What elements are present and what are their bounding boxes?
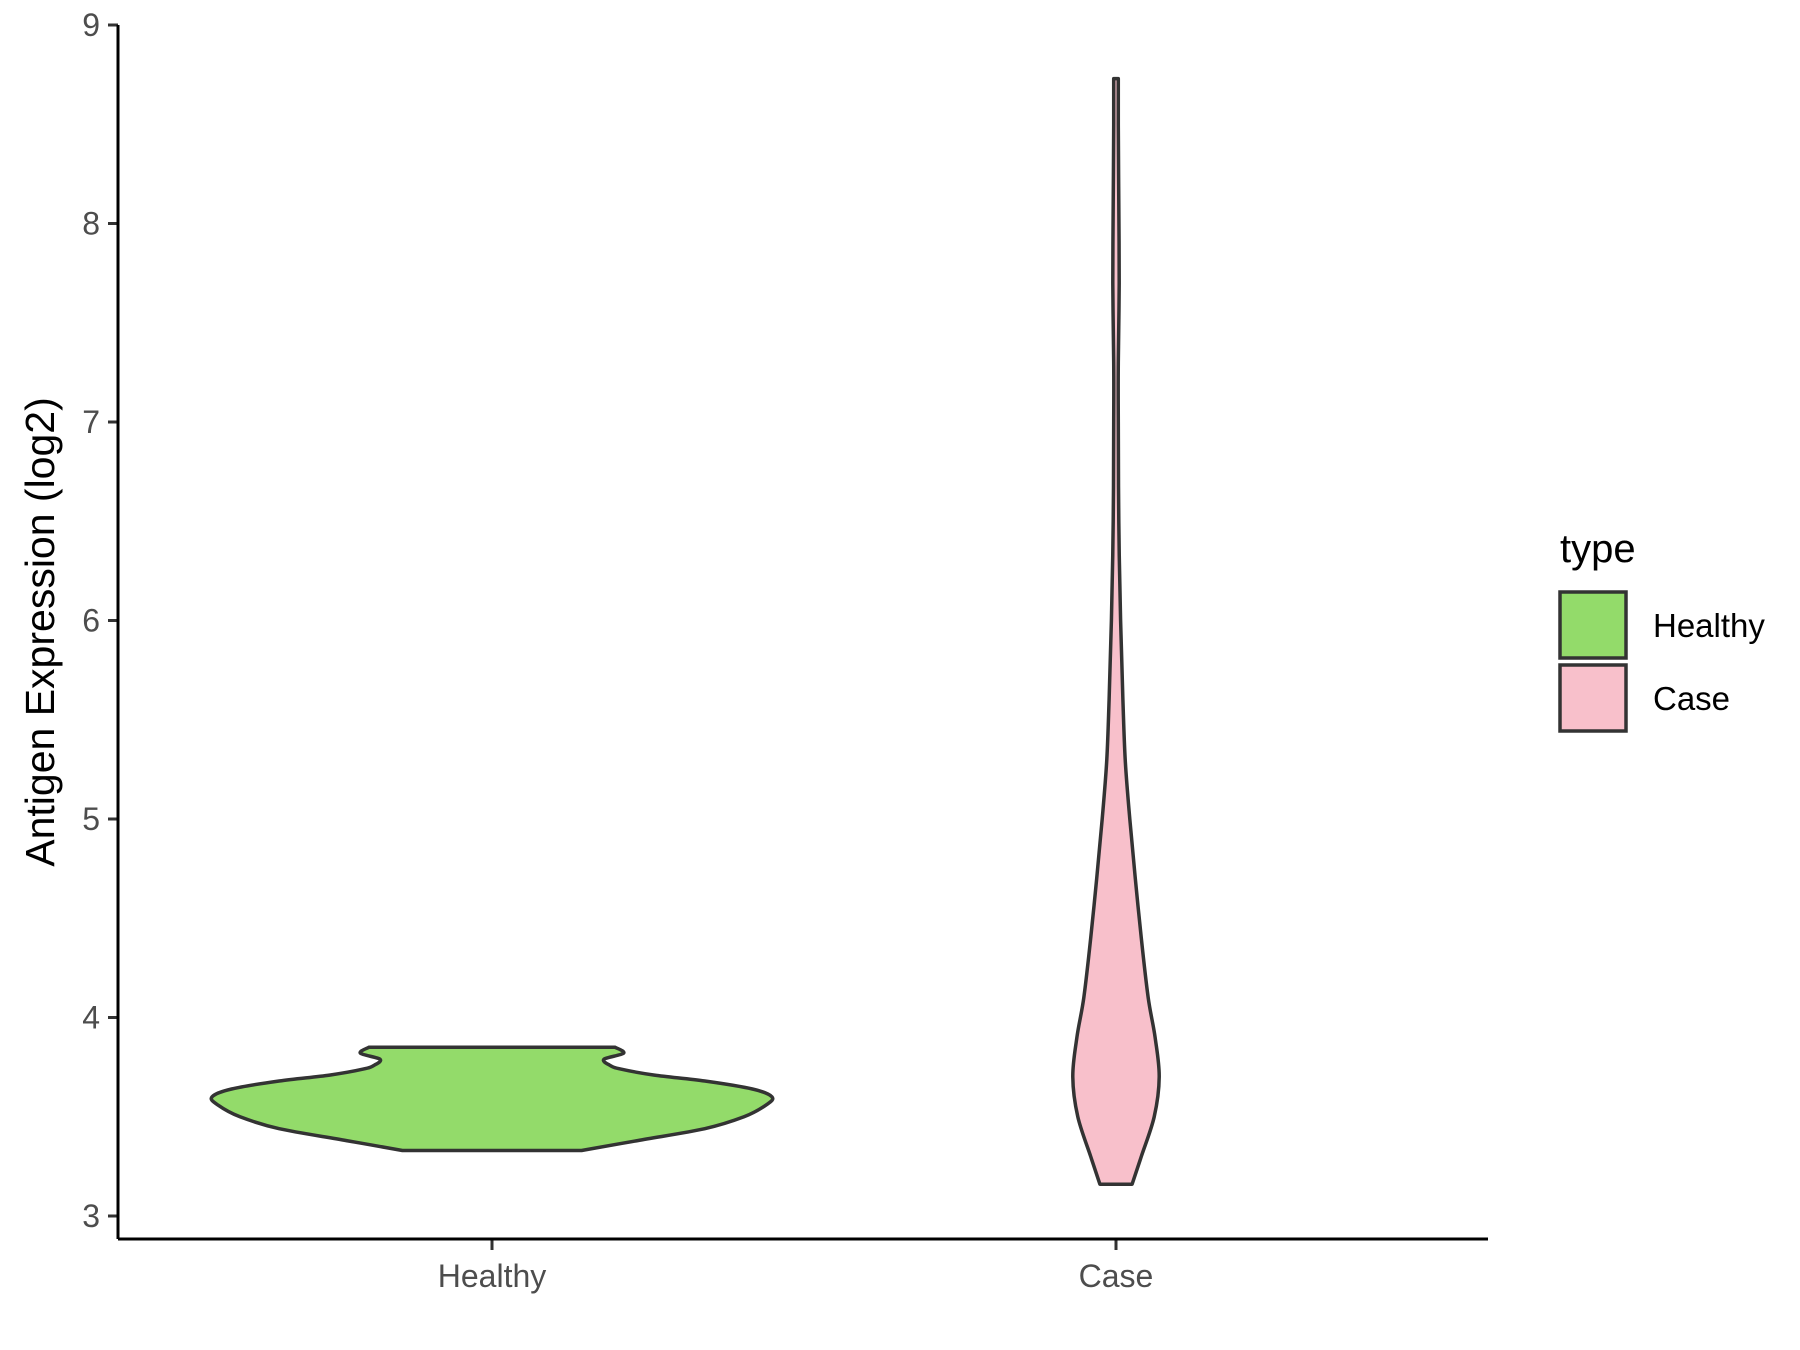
x-tick-label: Case: [1079, 1258, 1154, 1294]
violin-healthy: [209, 1045, 775, 1153]
y-tick-label: 9: [82, 7, 100, 43]
violin-case: [1071, 76, 1161, 1186]
legend-key-case: [1558, 663, 1628, 733]
x-axis-ticks: Healthy Case: [438, 1239, 1154, 1294]
legend-label-case: Case: [1653, 680, 1730, 717]
y-axis-title: Antigen Expression (log2): [17, 397, 63, 866]
violin-layer: [209, 76, 1161, 1186]
x-tick-label: Healthy: [438, 1258, 547, 1294]
legend-label-healthy: Healthy: [1653, 607, 1765, 644]
legend-title: type: [1560, 527, 1636, 571]
y-tick-label: 8: [82, 206, 100, 242]
y-tick-label: 6: [82, 603, 100, 639]
legend: type Healthy Case: [1558, 527, 1765, 733]
y-tick-label: 5: [82, 801, 100, 837]
y-tick-label: 3: [82, 1198, 100, 1234]
y-tick-label: 4: [82, 1000, 100, 1036]
y-axis-ticks: 3 4 5 6 7 8 9: [82, 7, 118, 1234]
y-tick-label: 7: [82, 404, 100, 440]
legend-key-healthy: [1558, 590, 1628, 660]
